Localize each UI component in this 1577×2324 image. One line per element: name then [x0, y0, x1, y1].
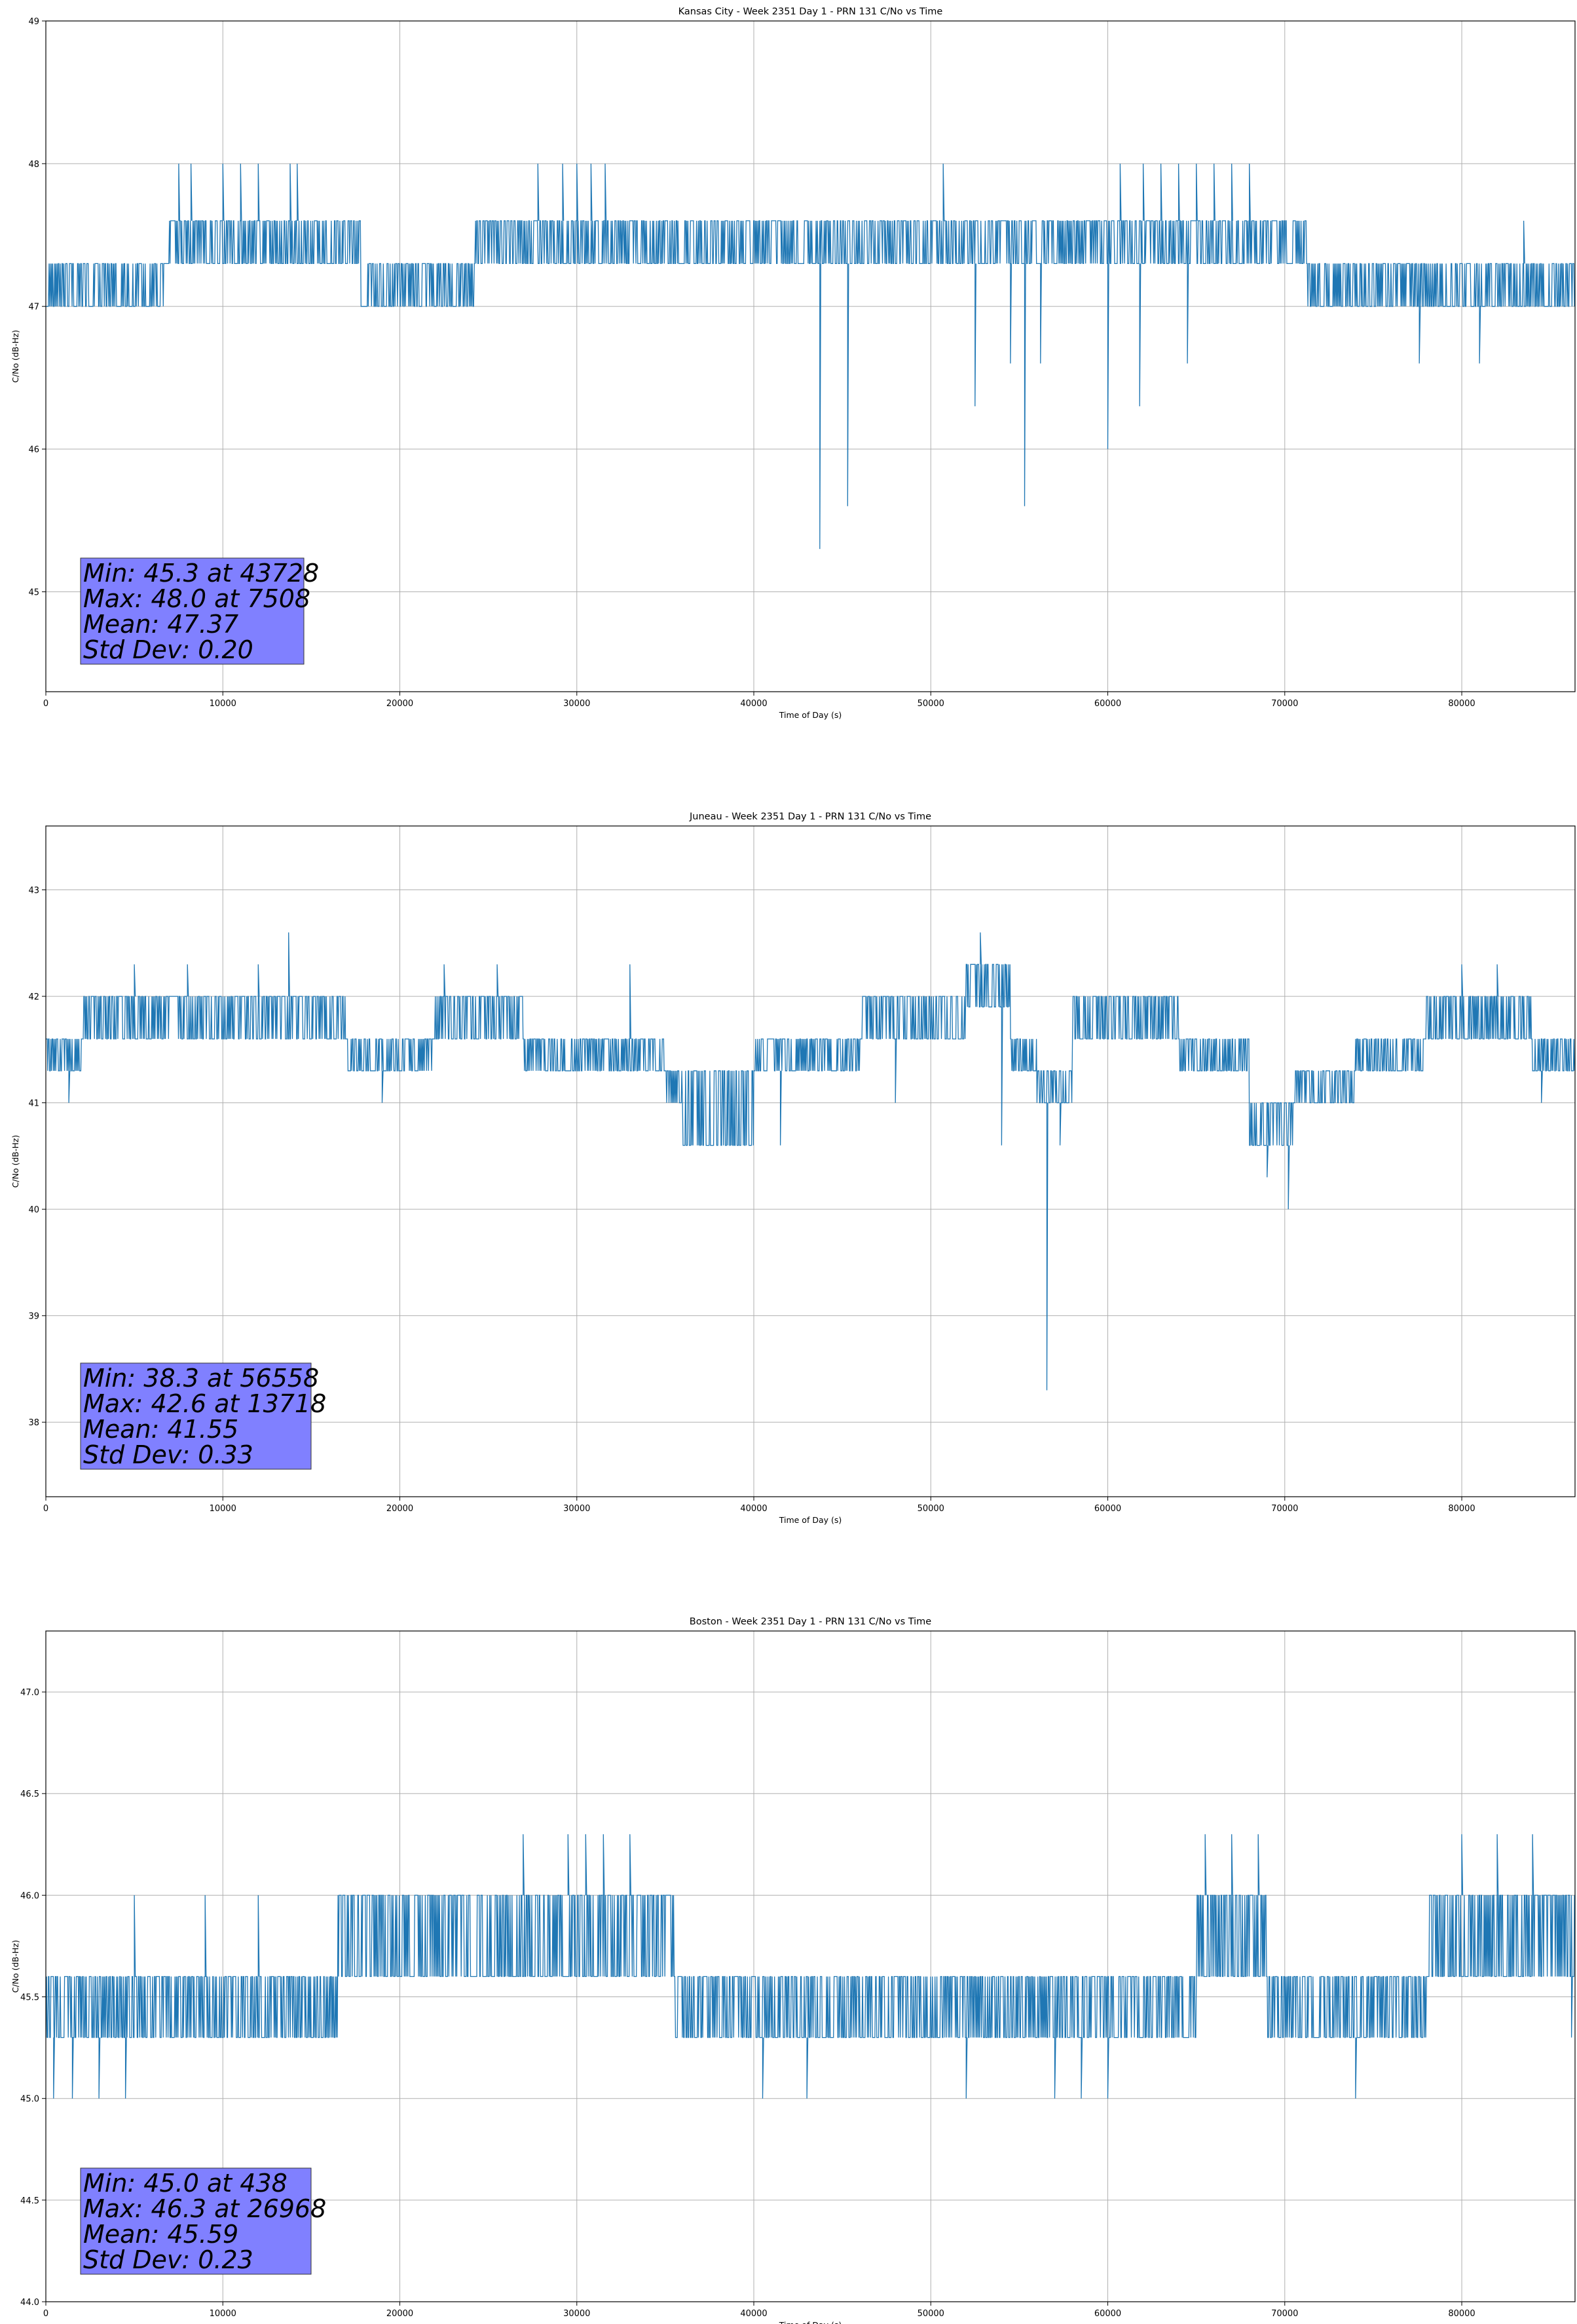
stats-line: Max: 46.3 at 26968	[83, 2194, 326, 2223]
x-tick-label: 10000	[210, 699, 236, 709]
data-series-line	[46, 932, 1575, 1391]
x-tick-label: 80000	[1448, 2309, 1475, 2319]
y-axis-label: C/No (dB-Hz)	[10, 1135, 20, 1188]
x-tick-label: 30000	[563, 699, 590, 709]
y-tick-label: 49	[28, 17, 39, 27]
stats-line: Std Dev: 0.20	[83, 635, 253, 664]
x-tick-label: 70000	[1271, 2309, 1298, 2319]
axes-frame	[45, 825, 1576, 1497]
stats-line: Mean: 47.37	[83, 610, 238, 639]
chart-panel-1: 0 10000 20000 30000 40000 50000 60000 70000 8000…	[10, 7, 1576, 720]
x-tick-label: 40000	[740, 699, 767, 709]
stats-annotation-box	[80, 1362, 312, 1470]
x-tick-label: 30000	[563, 2309, 590, 2319]
x-tick-label: 50000	[918, 1504, 944, 1514]
x-tick-label: 10000	[210, 1504, 236, 1514]
y-tick-label: 46.0	[20, 1891, 39, 1901]
y-tick-label: 38	[28, 1418, 39, 1428]
x-tick-label: 20000	[386, 2309, 413, 2319]
x-tick-label: 80000	[1448, 699, 1475, 709]
stats-line: Max: 42.6 at 13718	[83, 1389, 326, 1418]
stats-line: Mean: 41.55	[83, 1415, 238, 1444]
chart-title: Juneau - Week 2351 Day 1 - PRN 131 C/No …	[689, 812, 931, 822]
x-axis-label: Time of Day (s)	[779, 2320, 842, 2324]
y-tick-label: 42	[28, 992, 39, 1002]
x-tick-label: 20000	[386, 1504, 413, 1514]
y-tick-label: 44.0	[20, 2298, 39, 2308]
y-tick-label: 48	[28, 160, 39, 170]
stats-line: Std Dev: 0.33	[83, 1440, 253, 1469]
y-tick-label: 43	[28, 886, 39, 896]
x-tick-label: 0	[43, 2309, 48, 2319]
x-tick-label: 10000	[210, 2309, 236, 2319]
x-tick-label: 0	[43, 1504, 48, 1514]
y-tick-label: 39	[28, 1312, 39, 1322]
x-tick-label: 70000	[1271, 699, 1298, 709]
stats-line: Min: 38.3 at 56558	[83, 1364, 319, 1393]
x-tick-label: 30000	[563, 1504, 590, 1514]
stats-line: Min: 45.3 at 43728	[83, 559, 319, 588]
y-tick-label: 45	[28, 588, 39, 597]
y-tick-label: 45.0	[20, 2095, 39, 2105]
stats-annotation-box	[80, 557, 305, 665]
y-tick-label: 44.5	[20, 2196, 39, 2206]
chart-title: Kansas City - Week 2351 Day 1 - PRN 131 …	[678, 7, 943, 17]
x-tick-label: 50000	[918, 699, 944, 709]
stats-line: Mean: 45.59	[83, 2220, 238, 2249]
y-tick-label: 46.5	[20, 1790, 39, 1799]
x-tick-label: 60000	[1094, 2309, 1121, 2319]
y-axis-label: C/No (dB-Hz)	[10, 1940, 20, 1993]
x-tick-label: 60000	[1094, 699, 1121, 709]
stats-line: Std Dev: 0.23	[83, 2245, 253, 2274]
data-series-line	[45, 1834, 1575, 2099]
y-tick-label: 47	[28, 303, 39, 312]
axes-frame	[45, 1630, 1576, 2302]
axes-frame	[45, 20, 1576, 692]
x-tick-label: 50000	[918, 2309, 944, 2319]
x-tick-label: 80000	[1448, 1504, 1475, 1514]
x-tick-label: 40000	[740, 2309, 767, 2319]
y-axis-label: C/No (dB-Hz)	[10, 330, 20, 383]
x-tick-label: 60000	[1094, 1504, 1121, 1514]
data-series-line	[46, 163, 1575, 550]
y-tick-label: 47.0	[20, 1688, 39, 1698]
x-tick-label: 0	[43, 699, 48, 709]
chart-title: Boston - Week 2351 Day 1 - PRN 131 C/No …	[690, 1617, 932, 1627]
chart-panel-2: 0 10000 20000 30000 40000 50000 60000 70000 8000…	[10, 812, 1576, 1525]
x-axis-label: Time of Day (s)	[779, 710, 842, 720]
y-tick-label: 40	[28, 1205, 39, 1215]
stats-annotation-box	[80, 2167, 312, 2275]
y-tick-label: 45.5	[20, 1993, 39, 2003]
y-tick-label: 46	[28, 445, 39, 455]
x-tick-label: 70000	[1271, 1504, 1298, 1514]
chart-panel-3: 0 10000 20000 30000 40000 50000 60000 70000 8000…	[10, 1617, 1576, 2324]
x-tick-label: 20000	[386, 699, 413, 709]
y-tick-label: 41	[28, 1099, 39, 1109]
x-axis-label: Time of Day (s)	[779, 1515, 842, 1525]
x-tick-label: 40000	[740, 1504, 767, 1514]
stats-line: Min: 45.0 at 438	[83, 2169, 288, 2198]
stats-line: Max: 48.0 at 7508	[83, 584, 310, 613]
